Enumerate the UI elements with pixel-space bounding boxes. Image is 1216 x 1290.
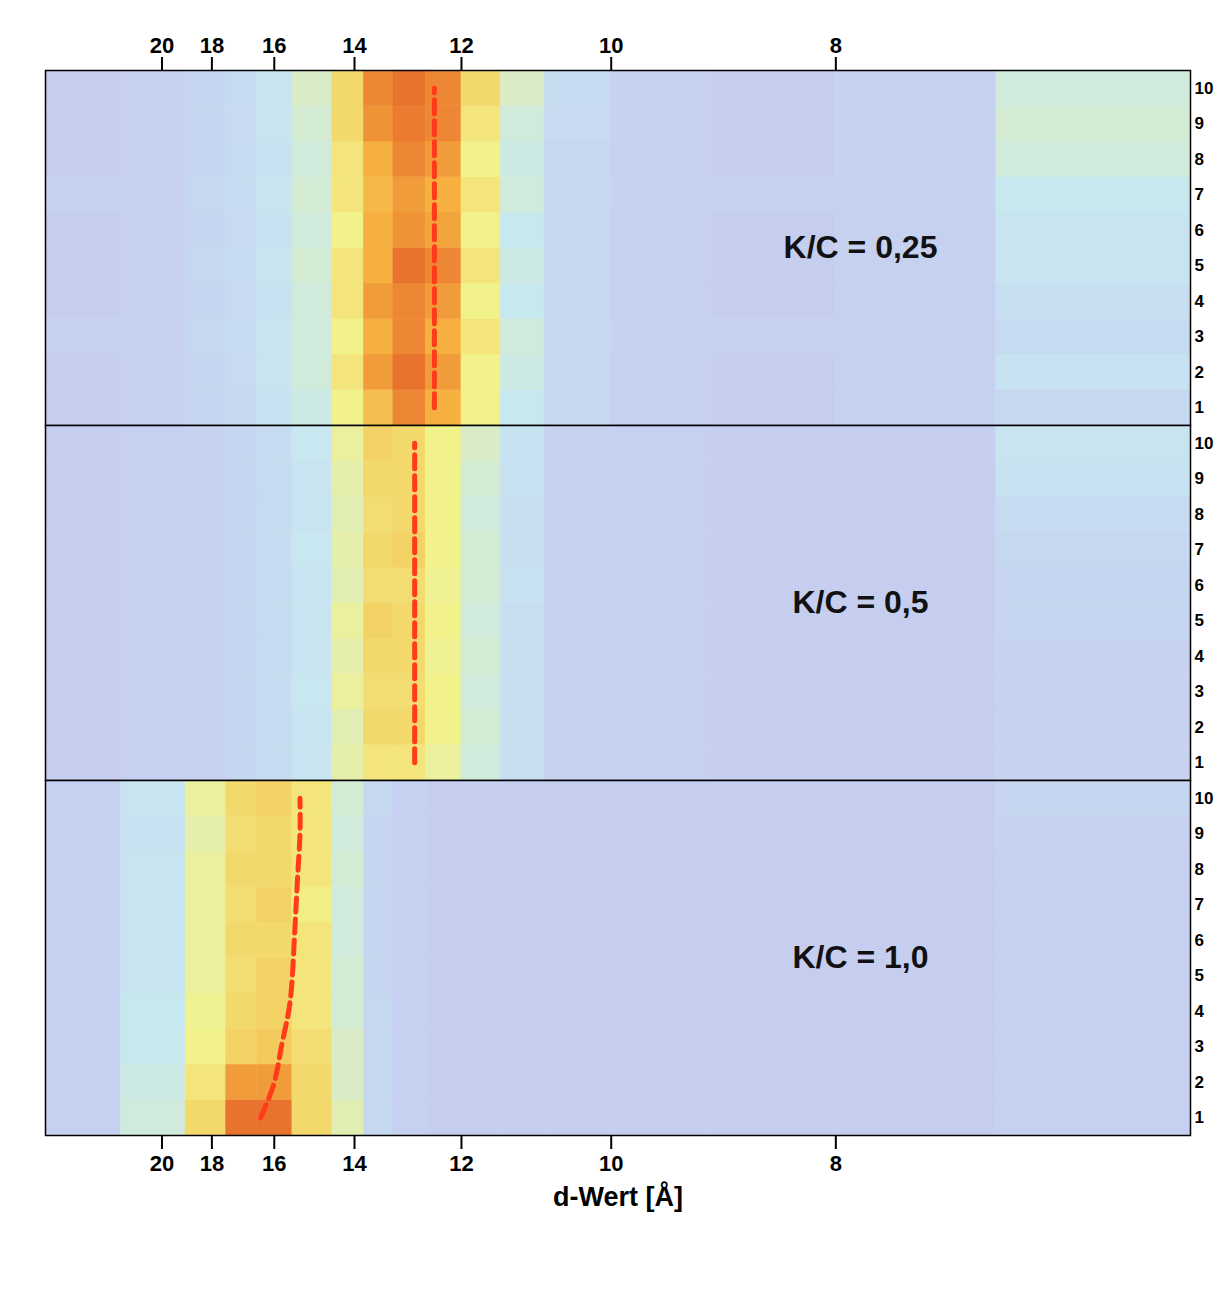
svg-text:4: 4	[1195, 292, 1205, 311]
svg-text:3: 3	[1195, 682, 1204, 701]
svg-text:d-Wert [Å]: d-Wert [Å]	[553, 1181, 683, 1212]
svg-text:10: 10	[599, 33, 623, 58]
svg-text:10: 10	[599, 1151, 623, 1176]
svg-text:16: 16	[262, 33, 286, 58]
svg-text:12: 12	[449, 1151, 473, 1176]
svg-text:9: 9	[1195, 824, 1204, 843]
svg-text:3: 3	[1195, 327, 1204, 346]
svg-text:4: 4	[1195, 1002, 1205, 1021]
svg-text:8: 8	[1195, 505, 1204, 524]
svg-text:6: 6	[1195, 931, 1204, 950]
svg-text:10: 10	[1195, 789, 1214, 808]
svg-text:8: 8	[1195, 860, 1204, 879]
svg-text:5: 5	[1195, 256, 1204, 275]
svg-text:14: 14	[342, 33, 367, 58]
svg-text:K/C = 1,0: K/C = 1,0	[792, 939, 928, 975]
svg-text:7: 7	[1195, 185, 1204, 204]
svg-text:4: 4	[1195, 647, 1205, 666]
svg-text:2: 2	[1195, 718, 1204, 737]
svg-text:6: 6	[1195, 576, 1204, 595]
svg-text:K/C = 0,5: K/C = 0,5	[792, 584, 928, 620]
svg-text:2: 2	[1195, 1073, 1204, 1092]
svg-text:18: 18	[200, 1151, 224, 1176]
svg-text:8: 8	[830, 33, 842, 58]
svg-text:10: 10	[1195, 434, 1214, 453]
svg-text:8: 8	[1195, 150, 1204, 169]
svg-text:7: 7	[1195, 895, 1204, 914]
svg-text:1: 1	[1195, 398, 1204, 417]
svg-text:9: 9	[1195, 114, 1204, 133]
svg-text:2: 2	[1195, 363, 1204, 382]
svg-text:12: 12	[449, 33, 473, 58]
svg-text:20: 20	[150, 1151, 174, 1176]
svg-text:K/C = 0,25: K/C = 0,25	[784, 229, 938, 265]
svg-text:20: 20	[150, 33, 174, 58]
svg-text:6: 6	[1195, 221, 1204, 240]
svg-text:1: 1	[1195, 1108, 1204, 1127]
svg-text:10: 10	[1195, 79, 1214, 98]
svg-text:9: 9	[1195, 469, 1204, 488]
svg-text:5: 5	[1195, 966, 1204, 985]
svg-text:1: 1	[1195, 753, 1204, 772]
svg-text:18: 18	[200, 33, 224, 58]
svg-text:8: 8	[830, 1151, 842, 1176]
svg-text:5: 5	[1195, 611, 1204, 630]
svg-text:14: 14	[342, 1151, 367, 1176]
svg-text:7: 7	[1195, 540, 1204, 559]
svg-text:3: 3	[1195, 1037, 1204, 1056]
svg-text:16: 16	[262, 1151, 286, 1176]
